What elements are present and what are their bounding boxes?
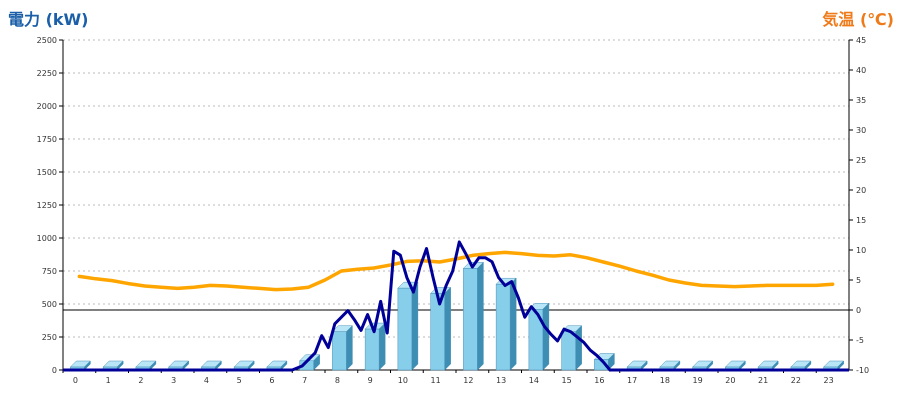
y-left-tick-label: 2500 <box>37 36 57 45</box>
bar-side <box>444 286 451 371</box>
y-left-tick-label: 1000 <box>37 234 57 243</box>
x-tick-label: 10 <box>398 376 408 385</box>
bar <box>397 287 413 371</box>
bar <box>463 268 478 371</box>
bar <box>430 293 445 371</box>
x-tick-label: 1 <box>106 376 111 385</box>
x-tick-label: 5 <box>237 376 242 385</box>
y-right-tick-label: 10 <box>856 246 866 255</box>
x-tick-label: 21 <box>758 376 768 385</box>
bar-side <box>346 325 353 371</box>
x-tick-label: 0 <box>73 376 78 385</box>
x-tick-label: 4 <box>204 376 209 385</box>
y-right-tick-label: 15 <box>856 216 866 225</box>
bar-side <box>542 302 550 371</box>
x-tick-label: 9 <box>368 376 373 385</box>
y-left-tick-label: 250 <box>42 333 57 342</box>
y-right-tick-label: 25 <box>856 156 866 165</box>
x-tick-label: 8 <box>335 376 340 385</box>
y-right-tick-label: 20 <box>856 186 866 195</box>
x-tick-label: 17 <box>627 376 637 385</box>
y-left-tick-label: 1250 <box>37 201 57 210</box>
y-right-tick-label: -10 <box>856 366 869 375</box>
bar <box>332 331 347 371</box>
x-tick-label: 2 <box>138 376 143 385</box>
bar-side <box>411 281 419 371</box>
bar <box>561 331 576 371</box>
x-tick-label: 20 <box>725 376 735 385</box>
y-left-tick-label: 1500 <box>37 168 57 177</box>
bar-side <box>575 325 582 371</box>
bar <box>364 328 380 371</box>
y-left-tick-label: 500 <box>42 300 57 309</box>
x-tick-label: 18 <box>660 376 670 385</box>
y-left-tick-label: 2250 <box>37 69 57 78</box>
y-right-tick-label: 30 <box>856 126 866 135</box>
x-tick-label: 3 <box>171 376 176 385</box>
y-right-tick-label: 40 <box>856 66 866 75</box>
x-tick-label: 15 <box>562 376 572 385</box>
x-tick-label: 12 <box>463 376 473 385</box>
x-tick-label: 22 <box>791 376 801 385</box>
y-right-tick-label: 5 <box>856 276 861 285</box>
bar-side <box>378 322 386 371</box>
x-tick-label: 7 <box>302 376 307 385</box>
x-tick-label: 23 <box>824 376 834 385</box>
x-tick-label: 16 <box>594 376 604 385</box>
y-left-tick-label: 2000 <box>37 102 57 111</box>
y-left-tick-label: 750 <box>42 267 57 276</box>
x-tick-label: 6 <box>269 376 274 385</box>
x-tick-label: 11 <box>431 376 441 385</box>
y-right-tick-label: -5 <box>856 336 864 345</box>
bar <box>528 309 544 371</box>
bar <box>495 283 511 371</box>
power-line <box>290 240 612 372</box>
bar-side <box>477 261 484 371</box>
x-tick-label: 14 <box>529 376 539 385</box>
x-tick-label: 13 <box>496 376 506 385</box>
y-axis-right-title: 気温 (℃) <box>822 10 894 29</box>
y-axis-left-title: 電力 (kW) <box>8 10 89 29</box>
x-tick-label: 19 <box>693 376 703 385</box>
y-right-tick-label: 0 <box>856 306 861 315</box>
y-left-tick-label: 0 <box>52 366 57 375</box>
y-right-tick-label: 45 <box>856 36 866 45</box>
y-left-tick-label: 1750 <box>37 135 57 144</box>
y-right-tick-label: 35 <box>856 96 866 105</box>
